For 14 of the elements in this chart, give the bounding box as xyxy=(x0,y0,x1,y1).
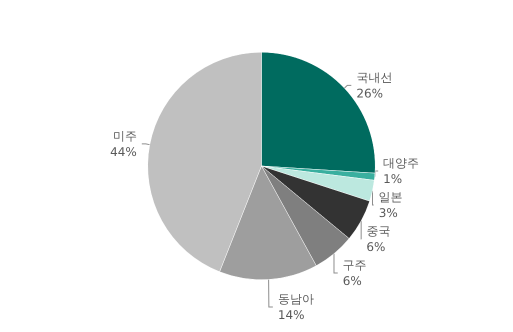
slice-label: 동남아 xyxy=(278,292,314,306)
data-label: 6% xyxy=(366,240,386,254)
slice-label: 미주 xyxy=(112,128,137,143)
slice-label: 일본 xyxy=(378,190,403,204)
data-label: 6% xyxy=(342,274,362,288)
slice-label: 국내선 xyxy=(356,70,392,84)
slice-label: 중국 xyxy=(366,224,390,238)
data-label: 3% xyxy=(378,206,398,220)
slice-label: 대양주 xyxy=(383,156,420,170)
data-label: 44% xyxy=(110,144,137,159)
data-label: 1% xyxy=(383,172,402,186)
slice-label: 구주 xyxy=(342,258,367,272)
data-label: 26% xyxy=(356,86,383,100)
data-label: 14% xyxy=(278,308,305,322)
